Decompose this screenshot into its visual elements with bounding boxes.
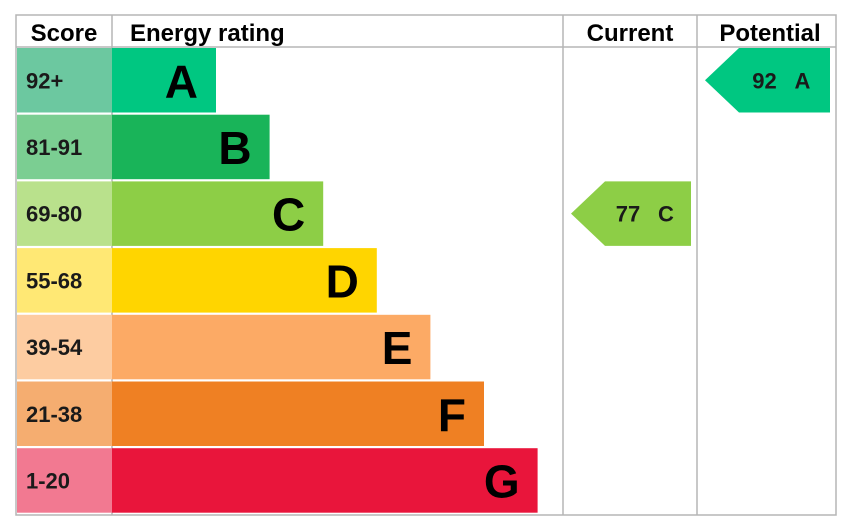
score-range-e: 39-54 xyxy=(26,335,83,360)
score-column: 92+ 81-91 69-80 55-68 39-54 21-38 1-20 xyxy=(17,48,112,513)
potential-rating-arrow-value: 92 xyxy=(752,68,776,93)
score-cell-d xyxy=(17,248,112,313)
rating-letter-b: B xyxy=(218,122,251,174)
rating-bar-g xyxy=(112,448,538,513)
rating-bar-c xyxy=(112,181,324,246)
header-row: Score Energy rating Current Potential xyxy=(31,20,821,47)
rating-bar-e xyxy=(112,314,431,380)
score-range-c: 69-80 xyxy=(26,202,82,227)
energy-rating-header: Energy rating xyxy=(130,20,285,47)
potential-rating-arrow: 92 A xyxy=(705,48,830,113)
rating-letter-e: E xyxy=(382,322,413,374)
score-range-f: 21-38 xyxy=(26,402,82,427)
rating-bar-b xyxy=(112,114,270,180)
current-rating-arrow-letter: C xyxy=(658,202,674,227)
score-range-d: 55-68 xyxy=(26,268,82,293)
potential-rating-arrow-shape xyxy=(705,48,830,113)
current-header: Current xyxy=(587,20,674,47)
rating-letter-c: C xyxy=(272,189,305,241)
current-rating-arrow: 77 C xyxy=(571,181,691,246)
score-range-a: 92+ xyxy=(26,68,63,93)
score-cell-b xyxy=(17,114,112,180)
rating-letter-a: A xyxy=(165,55,198,107)
current-rating-arrow-value: 77 xyxy=(616,202,640,227)
rating-letter-f: F xyxy=(438,389,466,441)
score-cell-f xyxy=(17,381,112,446)
score-range-b: 81-91 xyxy=(26,135,82,160)
current-rating-arrow-shape xyxy=(571,181,691,246)
potential-rating-arrow-letter: A xyxy=(795,68,811,93)
score-cell-e xyxy=(17,314,112,380)
score-cell-c xyxy=(17,181,112,246)
table-border xyxy=(15,14,837,516)
rating-bar-d xyxy=(112,248,377,313)
rating-bar-f xyxy=(112,381,484,446)
rating-letter-g: G xyxy=(484,455,520,507)
rating-bar-a xyxy=(112,48,216,113)
score-range-g: 1-20 xyxy=(26,468,70,493)
rating-letter-d: D xyxy=(326,255,359,307)
potential-header: Potential xyxy=(719,20,820,47)
rating-arrows: 77 C 92 A xyxy=(571,48,830,246)
score-cell-a xyxy=(17,48,112,113)
score-header: Score xyxy=(31,20,98,47)
score-cell-g xyxy=(17,448,112,513)
